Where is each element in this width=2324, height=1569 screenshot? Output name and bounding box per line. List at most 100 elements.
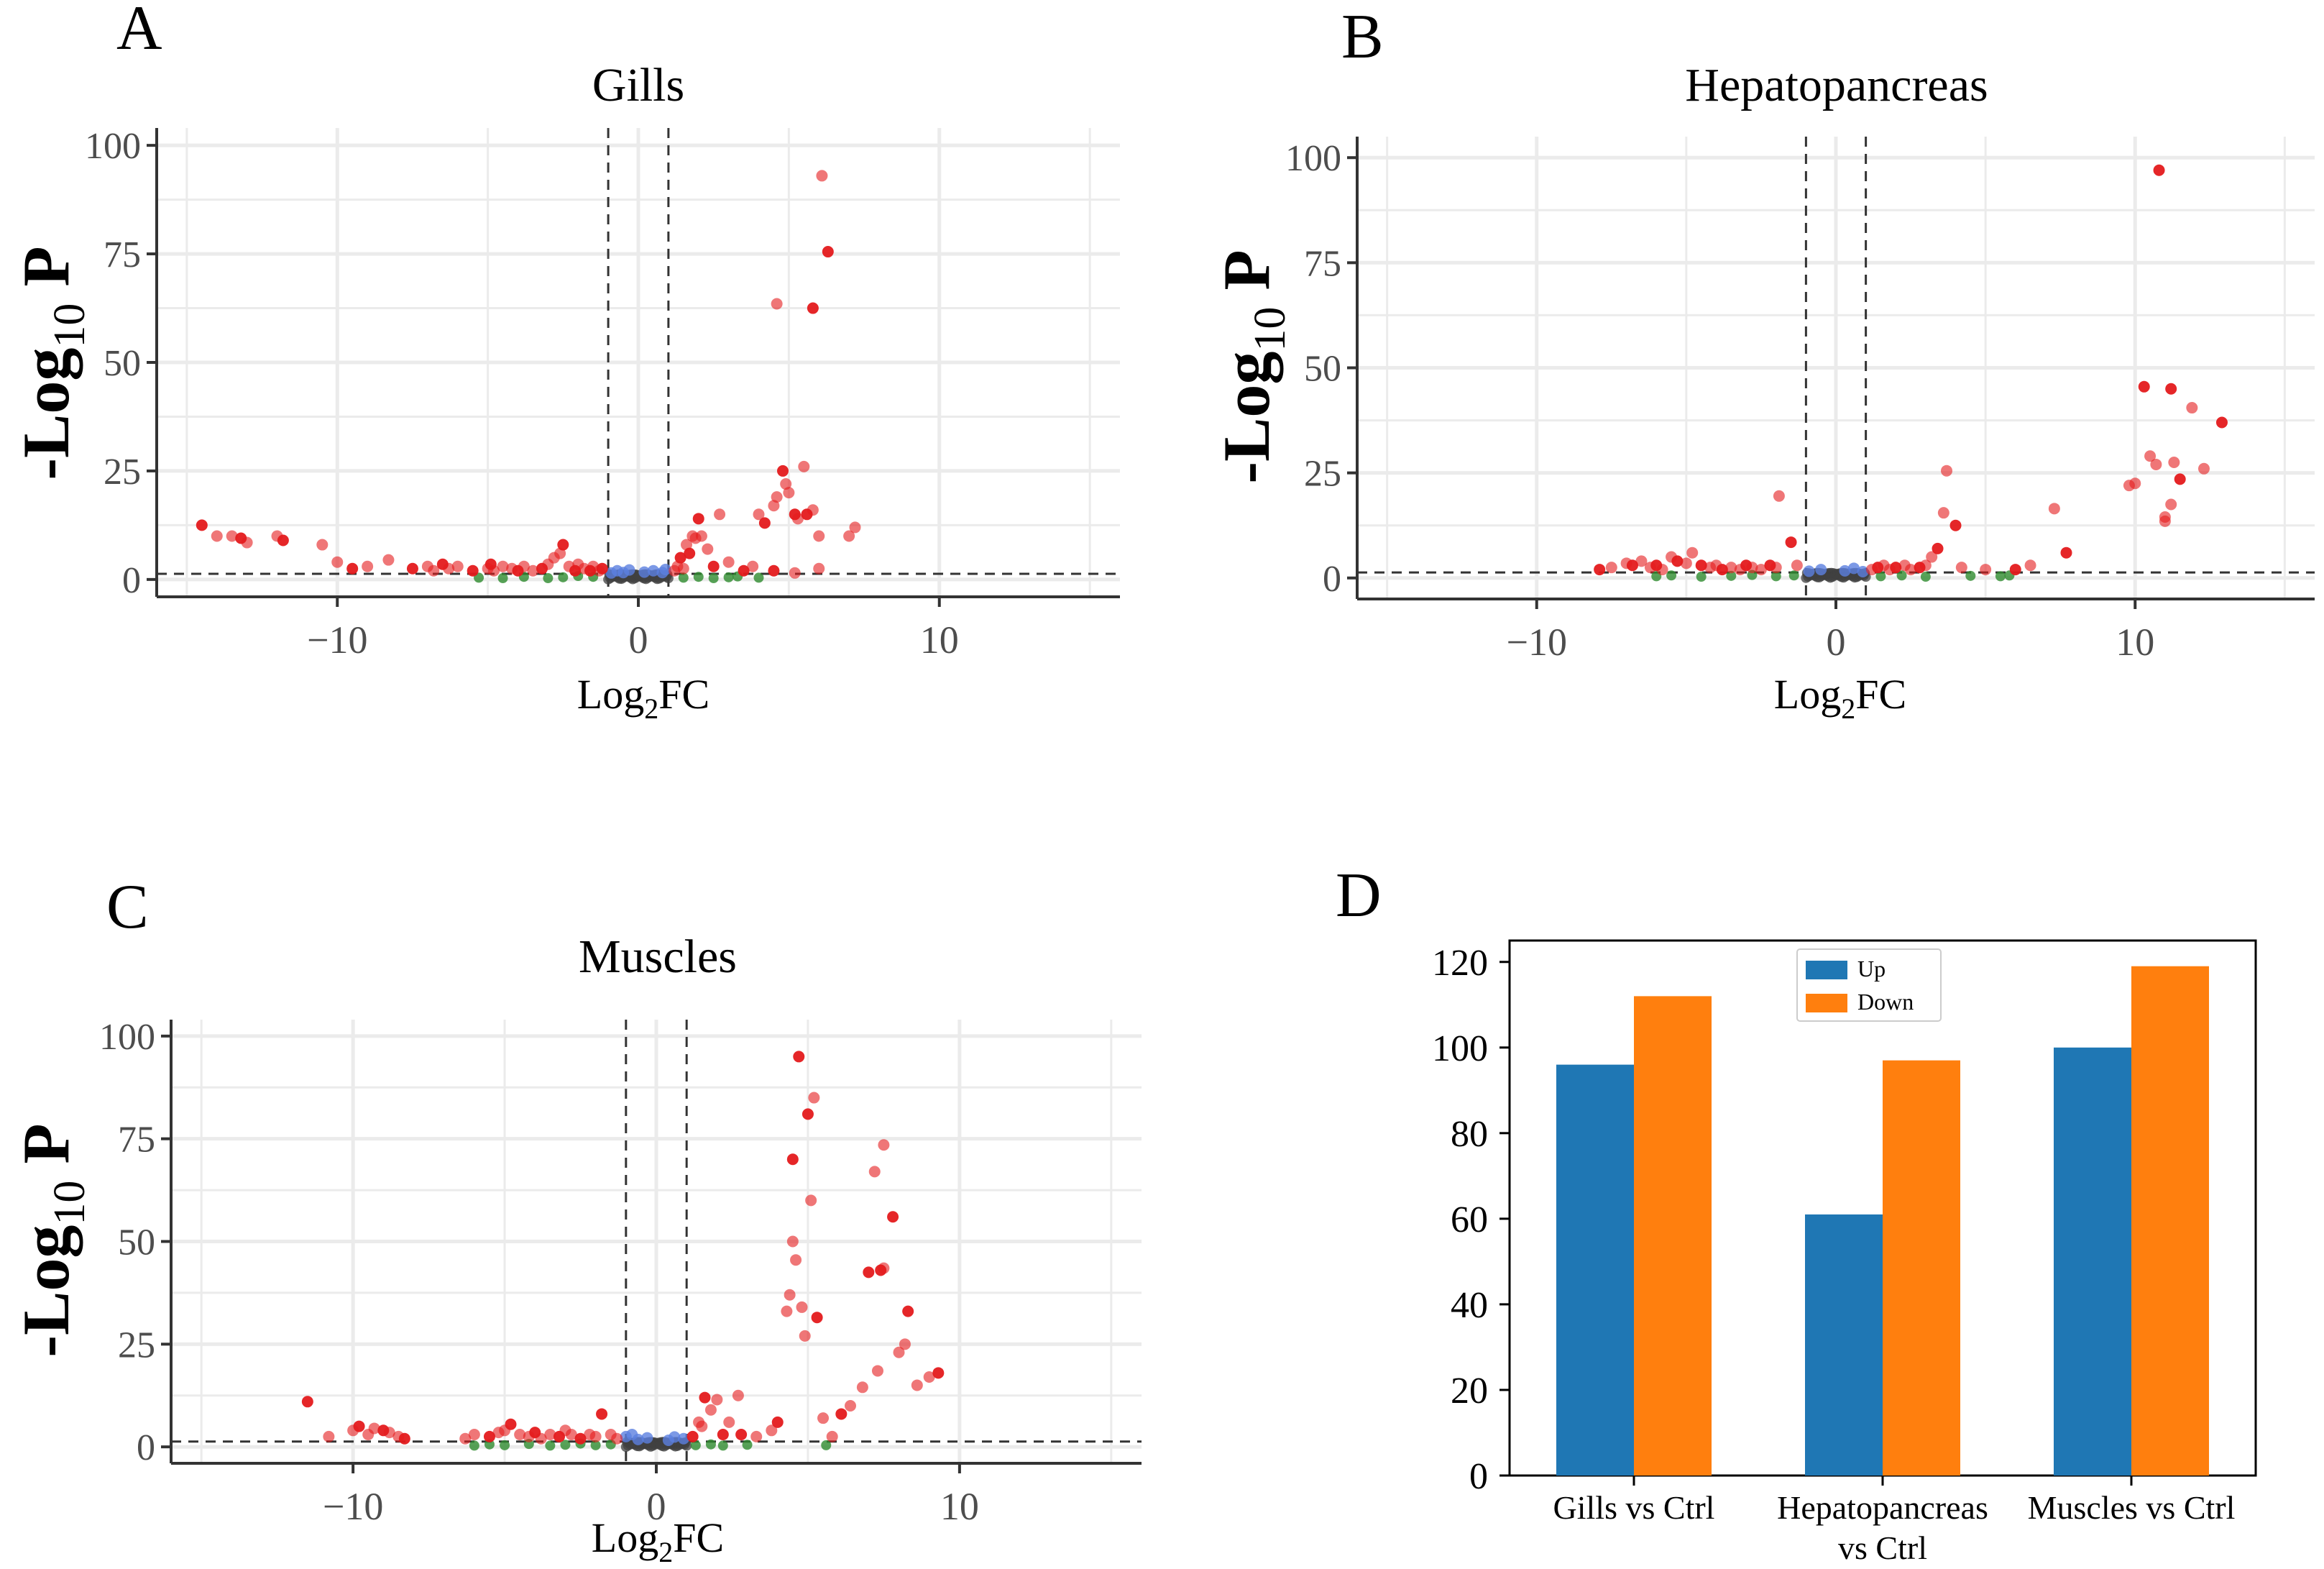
significant-point — [1635, 555, 1648, 567]
y-axis-label-main: -Log — [1210, 352, 1283, 484]
fc-only-point — [705, 1439, 716, 1450]
significant-point — [681, 539, 692, 551]
fc-only-point — [560, 1440, 571, 1450]
panel-label-b: B — [1341, 2, 1384, 72]
significant-point — [1686, 546, 1699, 559]
significant-point — [674, 552, 686, 564]
y-tick-label: 50 — [104, 343, 141, 384]
significant-point — [871, 1365, 883, 1377]
y-tick-label: 50 — [118, 1222, 155, 1263]
significant-point — [766, 1424, 778, 1437]
significant-point — [863, 1266, 875, 1278]
significant-point — [1919, 559, 1932, 572]
significant-point — [428, 564, 440, 577]
significant-point — [451, 560, 464, 572]
fc-only-point — [1666, 570, 1677, 581]
significant-point — [2150, 458, 2162, 470]
y-axis-label-tail: P — [9, 246, 83, 303]
significant-point — [732, 1389, 744, 1401]
p-only-point — [632, 1433, 644, 1445]
fc-only-point — [543, 573, 554, 584]
panel-label-d: D — [1336, 861, 1382, 930]
significant-point — [596, 1408, 608, 1420]
y-tick-label: 80 — [1451, 1114, 1488, 1155]
x-tick-label: Muscles vs Ctrl — [2028, 1489, 2236, 1526]
significant-point — [798, 460, 810, 472]
significant-point — [2174, 473, 2186, 485]
significant-point — [2009, 564, 2021, 576]
y-axis-label-sub: 10 — [45, 303, 94, 348]
significant-point — [1746, 562, 1758, 574]
significant-point — [813, 562, 825, 575]
significant-point — [783, 487, 795, 499]
x-axis-label-main: Log — [592, 1514, 658, 1561]
y-axis-label: -Log10 P — [1210, 250, 1295, 483]
x-axis-label-sub: 2 — [1841, 692, 1855, 725]
y-axis-label-main: -Log — [9, 348, 83, 480]
p-only-point — [623, 564, 635, 576]
bar-up — [1556, 1064, 1634, 1476]
significant-point — [316, 539, 329, 551]
p-only-point — [1815, 564, 1827, 576]
significant-point — [1980, 564, 1992, 576]
significant-point — [2165, 383, 2177, 395]
fc-only-point — [821, 1440, 832, 1450]
x-axis-label-main: Log — [577, 671, 644, 718]
x-tick-label: −10 — [323, 1485, 383, 1528]
fc-only-point — [1726, 570, 1737, 581]
significant-point — [771, 298, 783, 310]
legend-swatch-down — [1806, 994, 1847, 1012]
significant-point — [684, 547, 696, 559]
significant-point — [771, 491, 783, 503]
x-tick-label: 10 — [940, 1485, 979, 1528]
significant-point — [822, 246, 834, 258]
significant-point — [1890, 562, 1902, 574]
x-axis-label-tail: FC — [658, 671, 709, 718]
significant-point — [527, 564, 539, 577]
significant-point — [768, 500, 780, 512]
p-only-point — [669, 1431, 681, 1443]
significant-point — [817, 1412, 830, 1424]
significant-point — [796, 1301, 808, 1313]
significant-point — [1626, 559, 1638, 572]
fc-only-point — [1696, 572, 1707, 582]
y-tick-label: 60 — [1451, 1199, 1488, 1240]
significant-point — [484, 558, 497, 570]
y-tick-label: 25 — [1304, 454, 1341, 495]
significant-point — [696, 1420, 708, 1432]
x-axis-label-main: Log — [1774, 671, 1841, 718]
p-only-point — [647, 564, 659, 577]
significant-point — [780, 478, 792, 490]
significant-point — [790, 1254, 802, 1266]
significant-point — [808, 1092, 820, 1104]
significant-point — [711, 1394, 723, 1406]
significant-point — [2129, 477, 2141, 490]
significant-point — [1725, 562, 1737, 574]
y-tick-label: 100 — [85, 126, 141, 167]
significant-point — [791, 513, 804, 525]
p-only-point — [638, 566, 651, 578]
significant-point — [784, 1289, 796, 1301]
significant-point — [735, 1429, 748, 1441]
legend-label-down: Down — [1857, 989, 1914, 1015]
p-only-point — [659, 563, 671, 575]
significant-point — [781, 1305, 793, 1317]
significant-point — [677, 562, 689, 575]
significant-point — [323, 1430, 335, 1442]
y-axis-label-main: -Log — [9, 1225, 83, 1358]
significant-point — [2215, 416, 2228, 429]
fc-only-point — [1920, 572, 1931, 582]
significant-point — [362, 560, 374, 572]
p-only-point — [1857, 566, 1869, 578]
fc-only-point — [469, 1440, 479, 1451]
significant-point — [813, 530, 825, 542]
significant-point — [811, 1312, 823, 1324]
significant-point — [856, 1381, 868, 1394]
significant-point — [878, 1139, 890, 1151]
significant-point — [459, 1432, 472, 1445]
significant-point — [398, 1432, 410, 1445]
significant-point — [1770, 562, 1782, 574]
significant-point — [468, 1429, 480, 1441]
fc-only-point — [500, 1440, 510, 1450]
